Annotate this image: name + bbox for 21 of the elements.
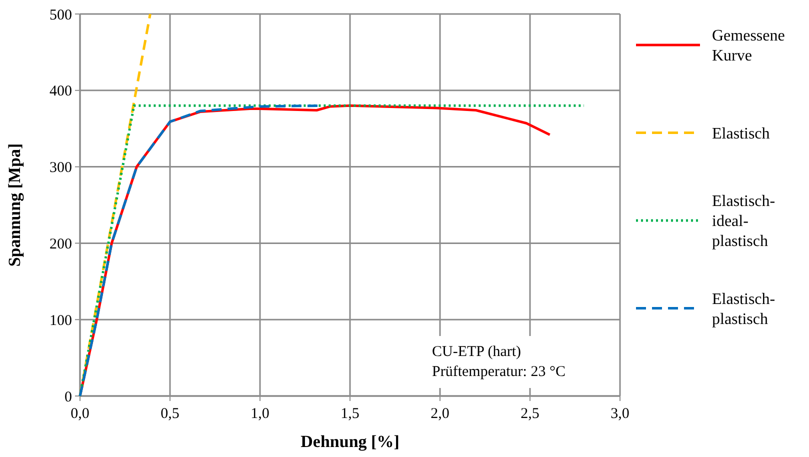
y-tick-label: 300 — [50, 160, 72, 176]
x-tick-label: 1,5 — [340, 406, 360, 422]
y-tick-label: 400 — [50, 84, 72, 100]
legend-label: Gemessene Kurve — [712, 28, 785, 65]
x-tick-label: 1,0 — [250, 406, 270, 422]
x-tick-label: 2,0 — [430, 406, 450, 422]
x-tick-label: 3,0 — [610, 406, 630, 422]
y-tick-label: 500 — [50, 7, 72, 24]
x-tick-label: 0,0 — [70, 406, 90, 422]
y-tick-label: 100 — [50, 312, 72, 329]
y-tick-label: 200 — [50, 236, 72, 252]
legend-label: Elastisch — [712, 125, 770, 142]
x-tick-label: 2,5 — [520, 406, 540, 422]
x-tick-label: 0,5 — [160, 406, 180, 422]
x-axis-title: Dehnung [%] — [300, 432, 400, 451]
y-axis-title: Spannung [Mpa] — [5, 143, 24, 267]
annotation: Prüftemperatur: 23 °C — [432, 364, 566, 380]
legend-label: Elastisch-plastisch — [712, 290, 776, 328]
y-tick-label: 0 — [64, 389, 72, 406]
legend-label: Elastisch-ideal-plastisch — [712, 193, 776, 250]
annotation: CU-ETP (hart) — [432, 344, 522, 360]
